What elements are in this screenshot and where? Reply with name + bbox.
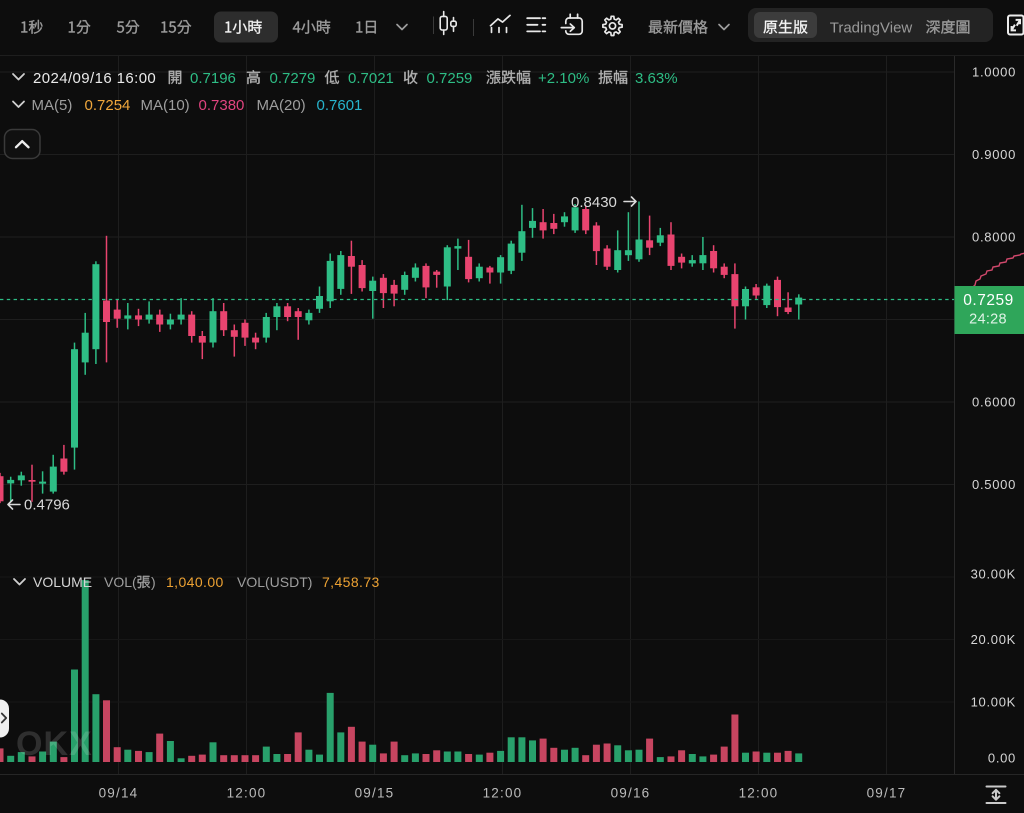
svg-text:+2.10%: +2.10%	[538, 70, 589, 87]
svg-text:24:28: 24:28	[969, 312, 1007, 328]
svg-text:0.7259: 0.7259	[963, 292, 1013, 309]
svg-text:20.00K: 20.00K	[971, 632, 1016, 647]
svg-text:2024/09/16 16:00: 2024/09/16 16:00	[33, 70, 156, 87]
svg-text:7,458.73: 7,458.73	[322, 574, 380, 590]
svg-text:09/15: 09/15	[355, 786, 395, 801]
svg-text:0.7380: 0.7380	[199, 97, 245, 114]
svg-text:MA(5): MA(5)	[32, 97, 73, 114]
svg-text:OKX: OKX	[16, 725, 93, 763]
svg-text:MA(20): MA(20)	[257, 97, 306, 114]
svg-text:10.00K: 10.00K	[971, 695, 1016, 710]
svg-text:VOL(USDT): VOL(USDT)	[237, 574, 312, 590]
svg-text:VOL(: VOL(	[104, 574, 137, 590]
svg-text:0.7279: 0.7279	[270, 70, 316, 87]
svg-text:0.7601: 0.7601	[317, 97, 363, 114]
svg-text:09/14: 09/14	[99, 786, 139, 801]
svg-text:0.7259: 0.7259	[427, 70, 473, 87]
svg-text:0.6000: 0.6000	[972, 395, 1016, 410]
svg-text:12:00: 12:00	[227, 786, 267, 801]
svg-text:12:00: 12:00	[483, 786, 523, 801]
svg-text:0.7196: 0.7196	[190, 70, 236, 87]
svg-text:0.00: 0.00	[988, 751, 1016, 766]
svg-text:3.63%: 3.63%	[635, 70, 678, 87]
svg-text:30.00K: 30.00K	[971, 567, 1016, 582]
svg-text:0.4796: 0.4796	[24, 497, 70, 514]
svg-text:0.7254: 0.7254	[85, 97, 131, 114]
svg-text:09/16: 09/16	[611, 786, 651, 801]
svg-text:MA(10): MA(10)	[141, 97, 190, 114]
svg-text:0.8430: 0.8430	[571, 194, 617, 211]
svg-text:0.5000: 0.5000	[972, 477, 1016, 492]
svg-text:12:00: 12:00	[739, 786, 779, 801]
svg-text:0.8000: 0.8000	[972, 230, 1016, 245]
svg-text:0.9000: 0.9000	[972, 147, 1016, 162]
svg-text:09/17: 09/17	[867, 786, 907, 801]
svg-text:): )	[151, 574, 156, 590]
svg-text:VOLUME: VOLUME	[33, 574, 92, 590]
svg-text:TradingView: TradingView	[830, 20, 913, 37]
svg-text:1,040.00: 1,040.00	[166, 574, 224, 590]
svg-text:1.0000: 1.0000	[972, 65, 1016, 80]
svg-text:0.7021: 0.7021	[348, 70, 394, 87]
